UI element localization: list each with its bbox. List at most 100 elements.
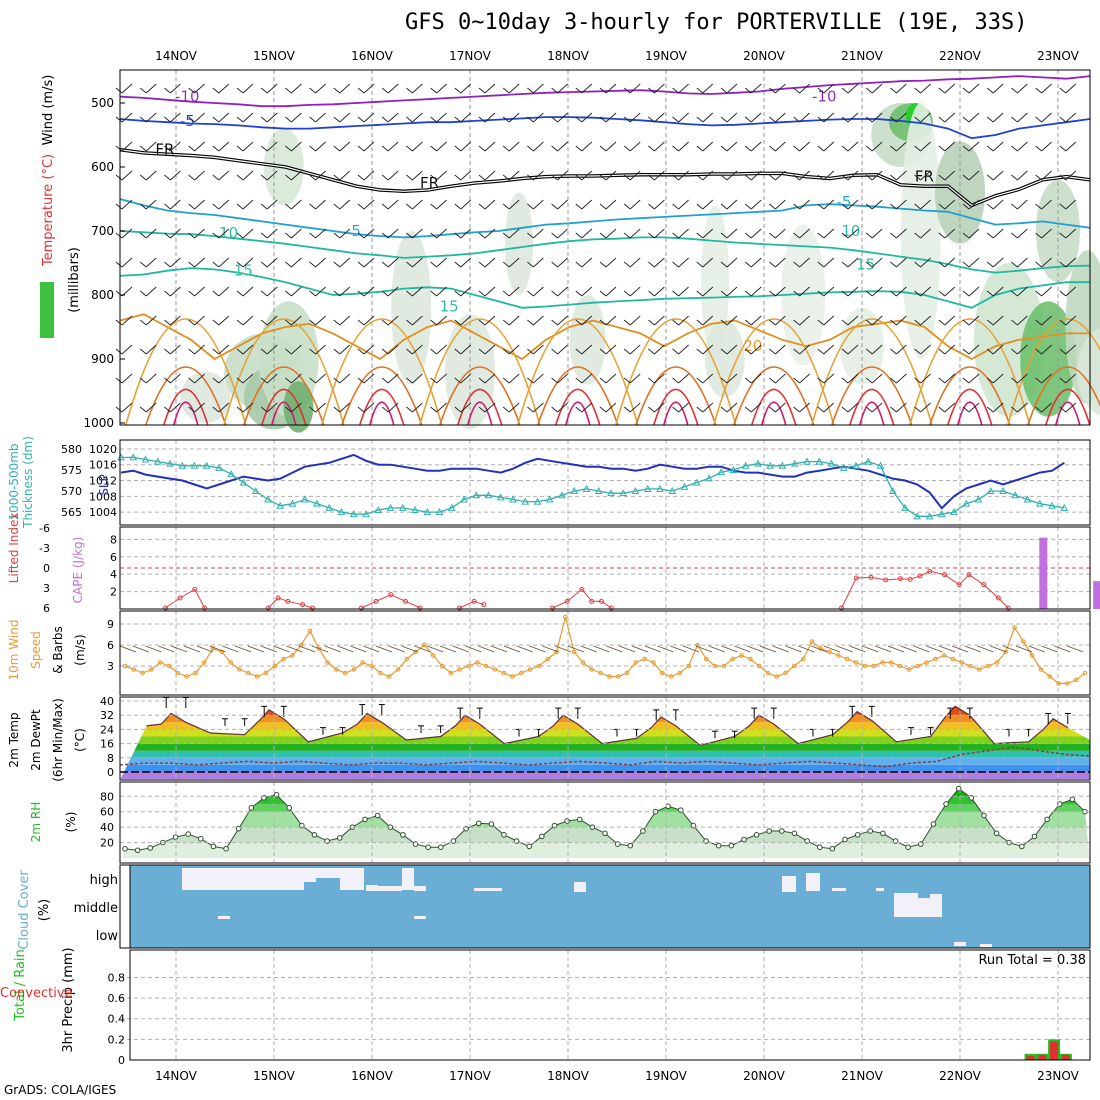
rh-point — [843, 837, 848, 842]
wind-barb — [648, 262, 654, 267]
rh-band — [120, 812, 1090, 827]
wind-barb — [213, 320, 219, 325]
wind-barb — [219, 142, 229, 151]
wind-barb — [479, 291, 485, 296]
wind-barb — [285, 117, 291, 122]
surface-wind-barb — [350, 646, 366, 652]
wind-barb — [116, 175, 122, 180]
wind-barb — [794, 88, 800, 93]
wind-barb — [945, 316, 955, 325]
wind-barb — [1017, 258, 1027, 267]
wind-barb — [316, 113, 326, 122]
wind-barb — [267, 229, 277, 238]
rh-point — [1045, 817, 1050, 822]
precip-tick-label: 0.2 — [108, 1033, 126, 1046]
wind-barb — [842, 262, 848, 267]
wind-barb — [751, 258, 761, 267]
wind-barb — [437, 374, 447, 383]
wind-barb — [769, 378, 775, 383]
rh-shade-blob — [391, 231, 431, 385]
wind-barb — [800, 374, 810, 383]
wind-barb — [824, 258, 834, 267]
wind-barb — [552, 320, 558, 325]
rh-point — [527, 844, 532, 849]
wind-barb — [310, 146, 316, 151]
wind-barb — [455, 146, 461, 151]
wind-barb — [431, 117, 437, 122]
rh-point — [211, 844, 216, 849]
wind-barb — [606, 142, 616, 151]
wind-barb — [412, 113, 422, 122]
wind-barb — [703, 200, 713, 209]
contour-label: 15 — [440, 298, 459, 316]
lifted-index-line — [553, 589, 612, 608]
wind-barb — [533, 316, 543, 325]
lifted-tick-label: 0 — [43, 562, 50, 575]
wind-barb — [146, 258, 156, 267]
wind-barb — [1011, 88, 1017, 93]
surface-wind-barb — [466, 646, 482, 652]
temp-band — [120, 772, 1090, 779]
wind-barb — [582, 258, 592, 267]
wind-barb — [164, 262, 170, 267]
wind-barb — [673, 378, 679, 383]
wind-barb — [479, 262, 485, 267]
slp-tick-label: 1020 — [89, 443, 117, 456]
wind-barb — [1066, 142, 1076, 151]
wind-barb — [987, 262, 993, 267]
thickness-tick-label: 580 — [61, 443, 82, 456]
wind-barb — [721, 407, 727, 412]
wind-barb — [340, 171, 350, 180]
wind-barb — [1011, 233, 1017, 238]
surface-wind-barb — [402, 646, 418, 652]
surface-wind-barb — [197, 646, 213, 652]
wind-barb — [388, 84, 398, 93]
wind-barb — [243, 113, 253, 122]
wind-tick-label: 6 — [107, 639, 114, 652]
wind-barb — [1017, 84, 1027, 93]
wind-barb — [243, 84, 253, 93]
wind-barb — [334, 262, 340, 267]
wind-barb — [824, 113, 834, 122]
wind-barb — [310, 291, 316, 296]
pressure-tick-label: 700 — [91, 224, 114, 238]
wind-barb — [751, 113, 761, 122]
rh-point — [817, 845, 822, 850]
pressure-tick-label: 500 — [91, 96, 114, 110]
wind-barb — [213, 291, 219, 296]
wind-barb — [769, 175, 775, 180]
wind-barb — [170, 345, 180, 354]
wind-barb — [140, 262, 146, 267]
wind-barb — [558, 258, 568, 267]
wind-barb — [600, 262, 606, 267]
wind-barb — [673, 262, 679, 267]
surface-wind-barb — [722, 646, 738, 652]
wind-barb — [727, 84, 737, 93]
cape-tick-label: 4 — [110, 568, 117, 581]
wind-tick-label: 3 — [107, 660, 114, 673]
wind-barb — [316, 316, 326, 325]
wind-barb — [1011, 117, 1017, 122]
wind-barb — [437, 258, 447, 267]
surface-wind-barb — [542, 646, 558, 652]
wind-barb — [243, 200, 253, 209]
surface-wind-barb — [171, 646, 187, 652]
wind-barb — [503, 407, 509, 412]
wind-barb — [461, 142, 471, 151]
lifted-index-line — [842, 571, 1009, 608]
bottom-xtick-label: 19NOV — [645, 1069, 687, 1083]
wind-barb — [164, 291, 170, 296]
surface-wind-barb — [837, 646, 853, 652]
wind-barb — [437, 142, 447, 151]
wind-barb — [267, 113, 277, 122]
wind-barb — [727, 113, 737, 122]
wind-barb — [358, 407, 364, 412]
temp-tick-label: 0 — [107, 766, 114, 779]
cloud-clear-block — [876, 888, 884, 891]
wind-barb — [310, 117, 316, 122]
pressure-tick-label: 600 — [91, 160, 114, 174]
rh-point — [628, 843, 633, 848]
wind-barb — [987, 233, 993, 238]
wind-barb — [503, 378, 509, 383]
wind-barb — [866, 146, 872, 151]
